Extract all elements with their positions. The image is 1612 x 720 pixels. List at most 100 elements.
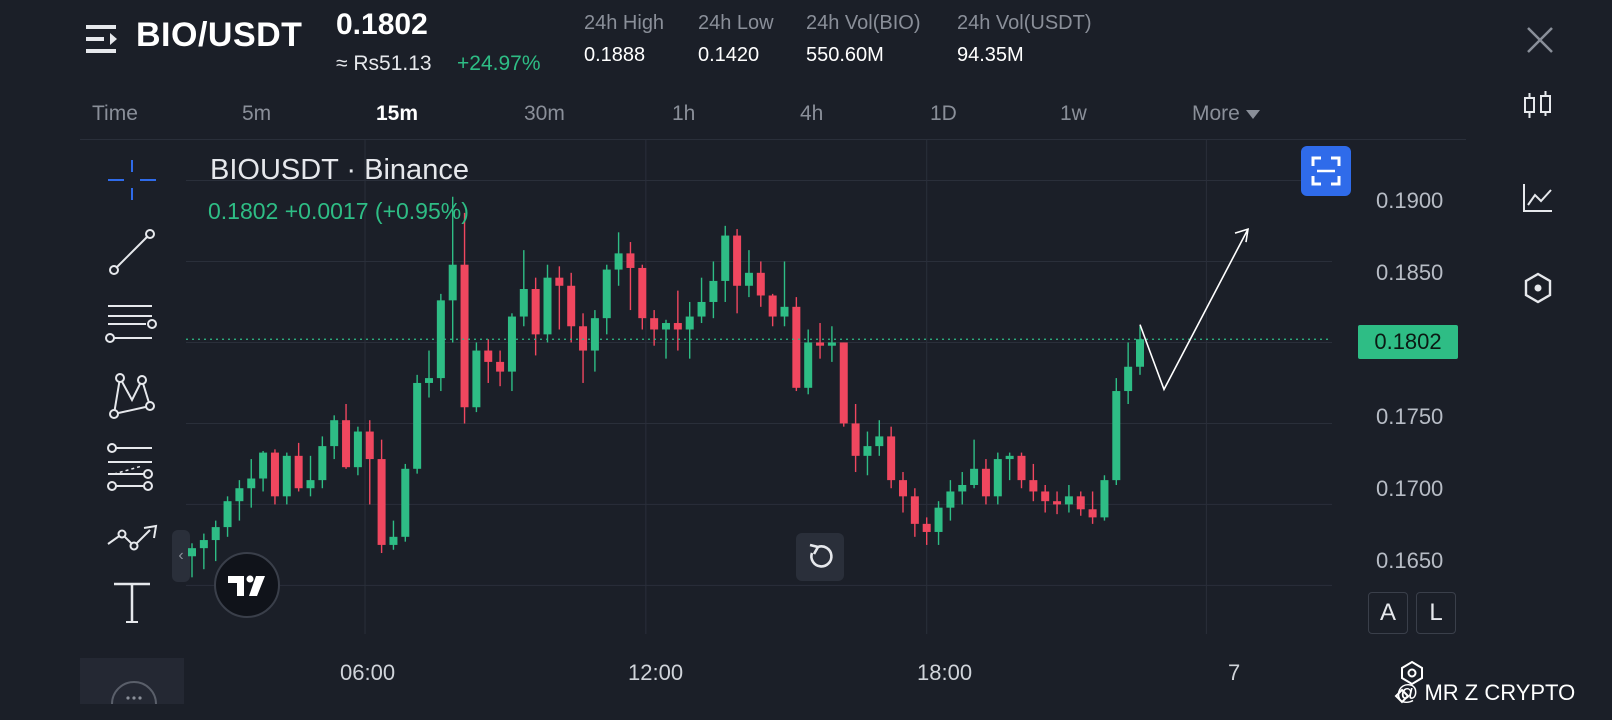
candle-body <box>970 468 979 485</box>
candle-body <box>199 540 208 549</box>
stat-value-low: 0.1420 <box>698 44 760 66</box>
candle-body <box>472 350 481 408</box>
y-tick-label: 0.1650 <box>1376 548 1444 573</box>
candle-body <box>650 318 659 330</box>
candle-body <box>958 484 967 492</box>
tradingview-logo[interactable] <box>214 552 280 618</box>
close-icon[interactable] <box>1522 22 1558 58</box>
horizontal-lines-icon[interactable] <box>104 298 160 350</box>
fib-tool-icon[interactable] <box>104 442 160 494</box>
candle-body <box>330 420 339 447</box>
candle-body <box>259 452 268 479</box>
trading-pair[interactable]: BIO/USDT <box>136 16 303 54</box>
settings-hex-icon[interactable] <box>1520 270 1556 306</box>
candle-body <box>448 264 457 301</box>
candle-body <box>1053 501 1062 505</box>
tab-30m[interactable]: 30m <box>524 102 565 125</box>
candle-body <box>579 326 588 351</box>
candle-body <box>709 280 718 302</box>
candle-body <box>294 455 303 489</box>
candle-body <box>981 468 990 497</box>
candle-body <box>247 478 256 489</box>
tab-1d[interactable]: 1D <box>930 102 957 125</box>
candle-body <box>1064 496 1073 505</box>
candle-body <box>756 272 765 296</box>
candle-body <box>365 431 374 460</box>
candle-body <box>804 342 813 388</box>
drawing-toolbar <box>80 146 184 706</box>
candle-body <box>1029 480 1038 492</box>
candle-body <box>887 436 896 481</box>
tab-more[interactable]: More <box>1192 102 1260 126</box>
candle-body <box>270 452 279 497</box>
stat-label-low: 24h Low <box>698 12 774 34</box>
watermark-text: @ MR Z CRYPTO <box>1396 680 1576 705</box>
tab-1h[interactable]: 1h <box>672 102 696 125</box>
candle-body <box>425 378 433 383</box>
candle-body <box>1005 455 1014 460</box>
trend-line-icon[interactable] <box>104 226 160 278</box>
change-percent: +24.97% <box>457 52 541 75</box>
stat-label-vol-base: 24h Vol(BIO) <box>806 12 921 34</box>
crosshair-icon[interactable] <box>104 154 160 206</box>
log-scale-button[interactable]: L <box>1416 592 1456 634</box>
stat-label-vol-quote: 24h Vol(USDT) <box>957 12 1092 34</box>
candle-body <box>910 496 919 524</box>
candle-body <box>436 300 445 379</box>
candle-body <box>282 455 291 497</box>
indicators-icon[interactable] <box>1520 180 1556 216</box>
pattern-icon[interactable] <box>104 370 160 422</box>
stat-value-vol-base: 550.60M <box>806 44 884 66</box>
candle-body <box>342 420 351 468</box>
candle-body <box>1088 509 1097 518</box>
projection-arrow-head <box>1234 227 1249 243</box>
x-tick-label: 06:00 <box>340 660 396 685</box>
reset-chart-button[interactable] <box>796 533 844 581</box>
candle-body <box>899 480 907 497</box>
forecast-icon[interactable] <box>104 514 160 566</box>
last-price: 0.1802 <box>336 8 428 41</box>
candle-body <box>839 342 848 424</box>
stat-value-vol-quote: 94.35M <box>957 44 1024 66</box>
candle-body <box>934 507 943 532</box>
x-tick-label: 7 <box>1228 660 1241 685</box>
candle-body <box>531 289 540 335</box>
x-tick-label: 18:00 <box>917 660 973 685</box>
candle-body <box>1076 496 1085 510</box>
more-tools-button[interactable] <box>80 658 184 705</box>
tab-15m[interactable]: 15m <box>376 102 419 125</box>
candle-body <box>519 289 528 317</box>
candle-body <box>602 269 611 319</box>
stat-value-high: 0.1888 <box>584 44 646 66</box>
collapse-toolbar-button[interactable]: ‹ <box>172 530 190 582</box>
tab-time[interactable]: Time <box>92 102 138 125</box>
tab-1w[interactable]: 1w <box>1060 102 1087 125</box>
auto-scale-button[interactable]: A <box>1368 592 1408 634</box>
candle-body <box>377 459 386 545</box>
candlestick-icon[interactable] <box>1520 88 1556 124</box>
x-tick-label: 12:00 <box>628 660 684 685</box>
stat-label-high: 24h High <box>584 12 665 34</box>
menu-icon[interactable] <box>86 24 120 54</box>
fullscreen-button[interactable] <box>1301 146 1351 196</box>
tab-more-label: More <box>1192 102 1240 125</box>
candle-body <box>460 264 469 408</box>
candle-body <box>223 501 232 528</box>
fullscreen-icon <box>1311 156 1341 186</box>
candle-body <box>946 491 955 508</box>
tab-4h[interactable]: 4h <box>800 102 824 125</box>
candle-body <box>614 253 623 270</box>
candle-body <box>744 272 753 286</box>
chart-legend-ohlc: 0.1802 +0.0017 (+0.95%) <box>208 198 469 224</box>
candle-body <box>590 318 599 351</box>
text-tool-icon[interactable] <box>104 578 160 630</box>
candle-body <box>1100 480 1109 518</box>
caret-down-icon <box>1245 109 1260 119</box>
tradingview-icon <box>228 575 265 596</box>
candle-body <box>1136 339 1144 367</box>
price-chart[interactable] <box>186 140 1372 634</box>
tab-5m[interactable]: 5m <box>242 102 272 125</box>
candle-body <box>721 235 730 281</box>
candle-body <box>733 235 742 286</box>
candle-body <box>1112 391 1121 481</box>
